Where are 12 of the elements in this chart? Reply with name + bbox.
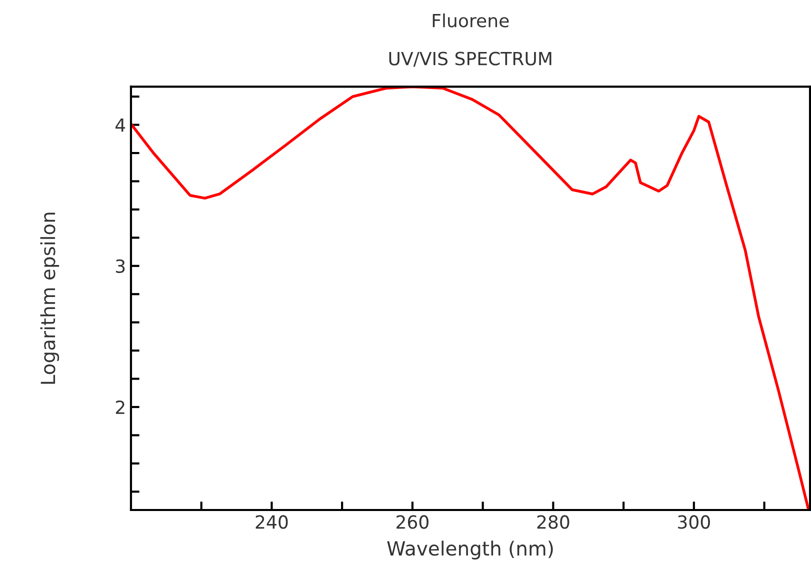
y-axis-title: Logarithm epsilon <box>40 212 60 384</box>
y-tick-label: 2 <box>116 400 124 414</box>
y-tick-label: 3 <box>116 259 125 274</box>
chart-title: Fluorene <box>432 13 509 28</box>
line-series <box>130 86 810 510</box>
x-tick-label: 240 <box>256 515 288 529</box>
y-tick-label: 4 <box>116 118 126 132</box>
x-tick-label: 300 <box>678 515 710 529</box>
x-tick-label: 280 <box>537 515 570 529</box>
x-axis-title: Wavelength (nm) <box>387 540 553 560</box>
x-tick-label: 260 <box>396 515 428 529</box>
chart-subtitle: UV/VIS SPECTRUM <box>389 52 552 67</box>
